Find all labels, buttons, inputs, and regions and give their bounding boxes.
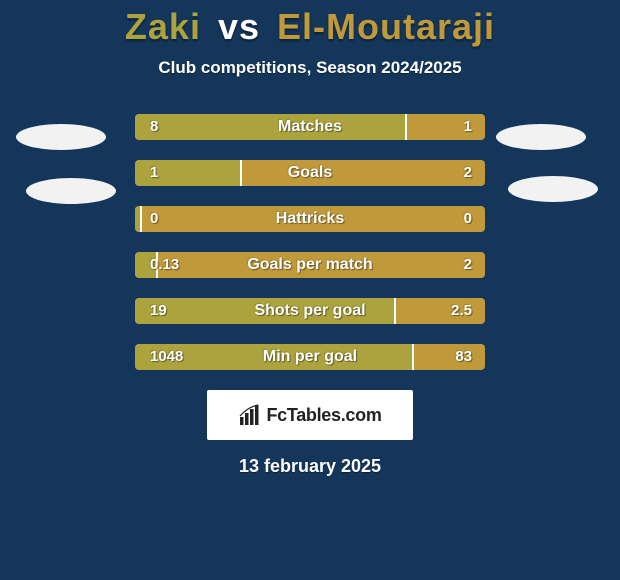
stat-label: Shots per goal [135, 298, 485, 324]
player1-name: Zaki [125, 6, 201, 47]
team-badge-placeholder [16, 124, 106, 150]
subtitle: Club competitions, Season 2024/2025 [0, 58, 620, 78]
team-badge-placeholder [26, 178, 116, 204]
bars-icon [238, 403, 262, 427]
stat-row: 00Hattricks [0, 206, 620, 232]
stat-row: 192.5Shots per goal [0, 298, 620, 324]
team-badge-placeholder [496, 124, 586, 150]
stat-rows-container: 81Matches12Goals00Hattricks0.132Goals pe… [0, 114, 620, 370]
stat-label: Goals per match [135, 252, 485, 278]
logo-text: FcTables.com [266, 405, 381, 426]
player2-name: El-Moutaraji [277, 6, 495, 47]
stat-label: Min per goal [135, 344, 485, 370]
date-text: 13 february 2025 [0, 456, 620, 477]
fctables-logo: FcTables.com [207, 390, 413, 440]
stat-label: Goals [135, 160, 485, 186]
stat-label: Hattricks [135, 206, 485, 232]
comparison-title: Zaki vs El-Moutaraji [0, 0, 620, 48]
stat-row: 0.132Goals per match [0, 252, 620, 278]
vs-text: vs [218, 6, 260, 47]
team-badge-placeholder [508, 176, 598, 202]
stat-row: 104883Min per goal [0, 344, 620, 370]
stat-label: Matches [135, 114, 485, 140]
